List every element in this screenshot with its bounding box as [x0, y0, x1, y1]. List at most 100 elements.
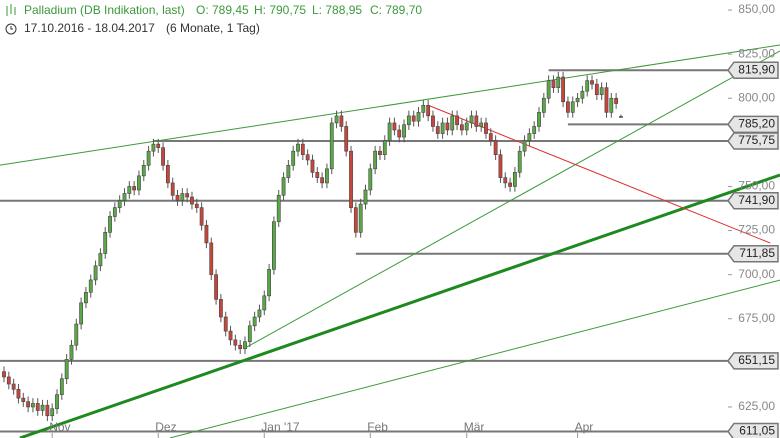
candle-body [223, 316, 228, 332]
candle-body [580, 90, 585, 99]
subtitle: (6 Monate, 1 Tag) [166, 21, 260, 35]
clock-icon [5, 23, 17, 35]
candle-body [349, 150, 353, 208]
level-tag [727, 422, 779, 438]
candle-body [488, 133, 493, 141]
candle-body [199, 207, 204, 226]
level-label: 785,20 [738, 117, 775, 131]
candle-body [373, 150, 378, 170]
candle-body [16, 389, 21, 399]
y-tick-label: 800,00 [738, 90, 775, 104]
candle-body [272, 221, 276, 270]
candle-body [88, 279, 93, 293]
candle-body [156, 143, 161, 148]
candle-body [329, 122, 334, 170]
candle-body [590, 80, 594, 85]
candle-body [310, 159, 315, 173]
candle-body [6, 376, 11, 385]
candle-body [479, 122, 484, 127]
candle-body [11, 383, 16, 390]
candle-body [397, 129, 402, 138]
candle-body [146, 150, 151, 166]
candle-body [108, 216, 112, 233]
candle-body [281, 177, 286, 196]
candle-body [498, 154, 503, 178]
candle-body [185, 193, 190, 198]
candle-body [45, 404, 50, 417]
candle-body [74, 323, 79, 346]
candle-body [194, 203, 199, 208]
candle-body [387, 122, 392, 141]
candle-body [570, 101, 575, 113]
y-tick-label: 700,00 [738, 267, 775, 281]
candle-body [243, 341, 247, 350]
candle-body [614, 97, 619, 104]
candle-body [599, 87, 604, 96]
candle-body [566, 101, 570, 113]
candle-body [445, 122, 450, 131]
candle-body [315, 172, 320, 178]
candle-body [551, 80, 556, 88]
candle-body [55, 394, 59, 410]
x-tick-label: Jan '17 [261, 420, 300, 434]
x-tick-label: Apr [575, 420, 594, 434]
chart-title: Palladium (DB Indikation, last) [24, 3, 185, 17]
header-icon [6, 4, 16, 16]
candle-body [103, 232, 108, 254]
period: 17.10.2016 - 18.04.2017 [24, 21, 155, 35]
candle-body [469, 115, 474, 124]
candle-body [503, 177, 508, 184]
level-label: 741,90 [738, 193, 775, 207]
candle-body [209, 242, 214, 275]
candle-body [190, 196, 194, 205]
candle-body [276, 194, 281, 223]
candle-body [69, 344, 74, 360]
candle-body [175, 194, 180, 201]
candle-body [165, 164, 170, 184]
candle-body [325, 168, 329, 184]
candle-body [35, 403, 40, 411]
candle-body [218, 299, 223, 318]
candle-body [594, 83, 599, 96]
candle-body [296, 143, 300, 152]
candle-body [233, 339, 238, 346]
candle-body [556, 76, 561, 88]
y-tick-label: 750,00 [738, 179, 775, 193]
candle-body [411, 115, 416, 122]
candle-body [93, 265, 98, 281]
x-tick-label: Nov [49, 420, 70, 434]
y-tick-label: 850,00 [738, 2, 775, 16]
candle-body [247, 325, 252, 342]
candle-body [98, 253, 103, 267]
candle-body [619, 116, 623, 118]
ohlc-high: H: 790,75 [254, 3, 306, 17]
trend-line [244, 50, 780, 349]
candle-body [575, 97, 580, 103]
candle-body [257, 309, 262, 318]
level-label: 611,05 [739, 424, 775, 438]
ohlc-open: O: 789,45 [196, 3, 249, 17]
level-tag [727, 352, 779, 370]
candle-body [513, 172, 517, 187]
candle-body [141, 164, 146, 177]
candle-body [305, 154, 310, 161]
candle-body [180, 193, 185, 201]
candle-body [382, 140, 387, 156]
candle-body [127, 186, 132, 194]
candle-body [132, 186, 137, 191]
candle-body [64, 359, 69, 380]
candle-body [353, 207, 358, 233]
candle-body [435, 126, 440, 134]
candle-body [474, 115, 479, 127]
ohlc-close: C: 789,70 [370, 3, 422, 17]
level-label: 711,85 [739, 246, 775, 260]
candle-body [421, 105, 426, 113]
candle-body [204, 224, 209, 244]
candle-body [537, 112, 541, 127]
candle-body [546, 80, 551, 99]
candle-body [161, 147, 165, 166]
x-tick-label: Feb [367, 420, 388, 434]
candle-body [40, 404, 45, 411]
candle-body [541, 97, 546, 113]
